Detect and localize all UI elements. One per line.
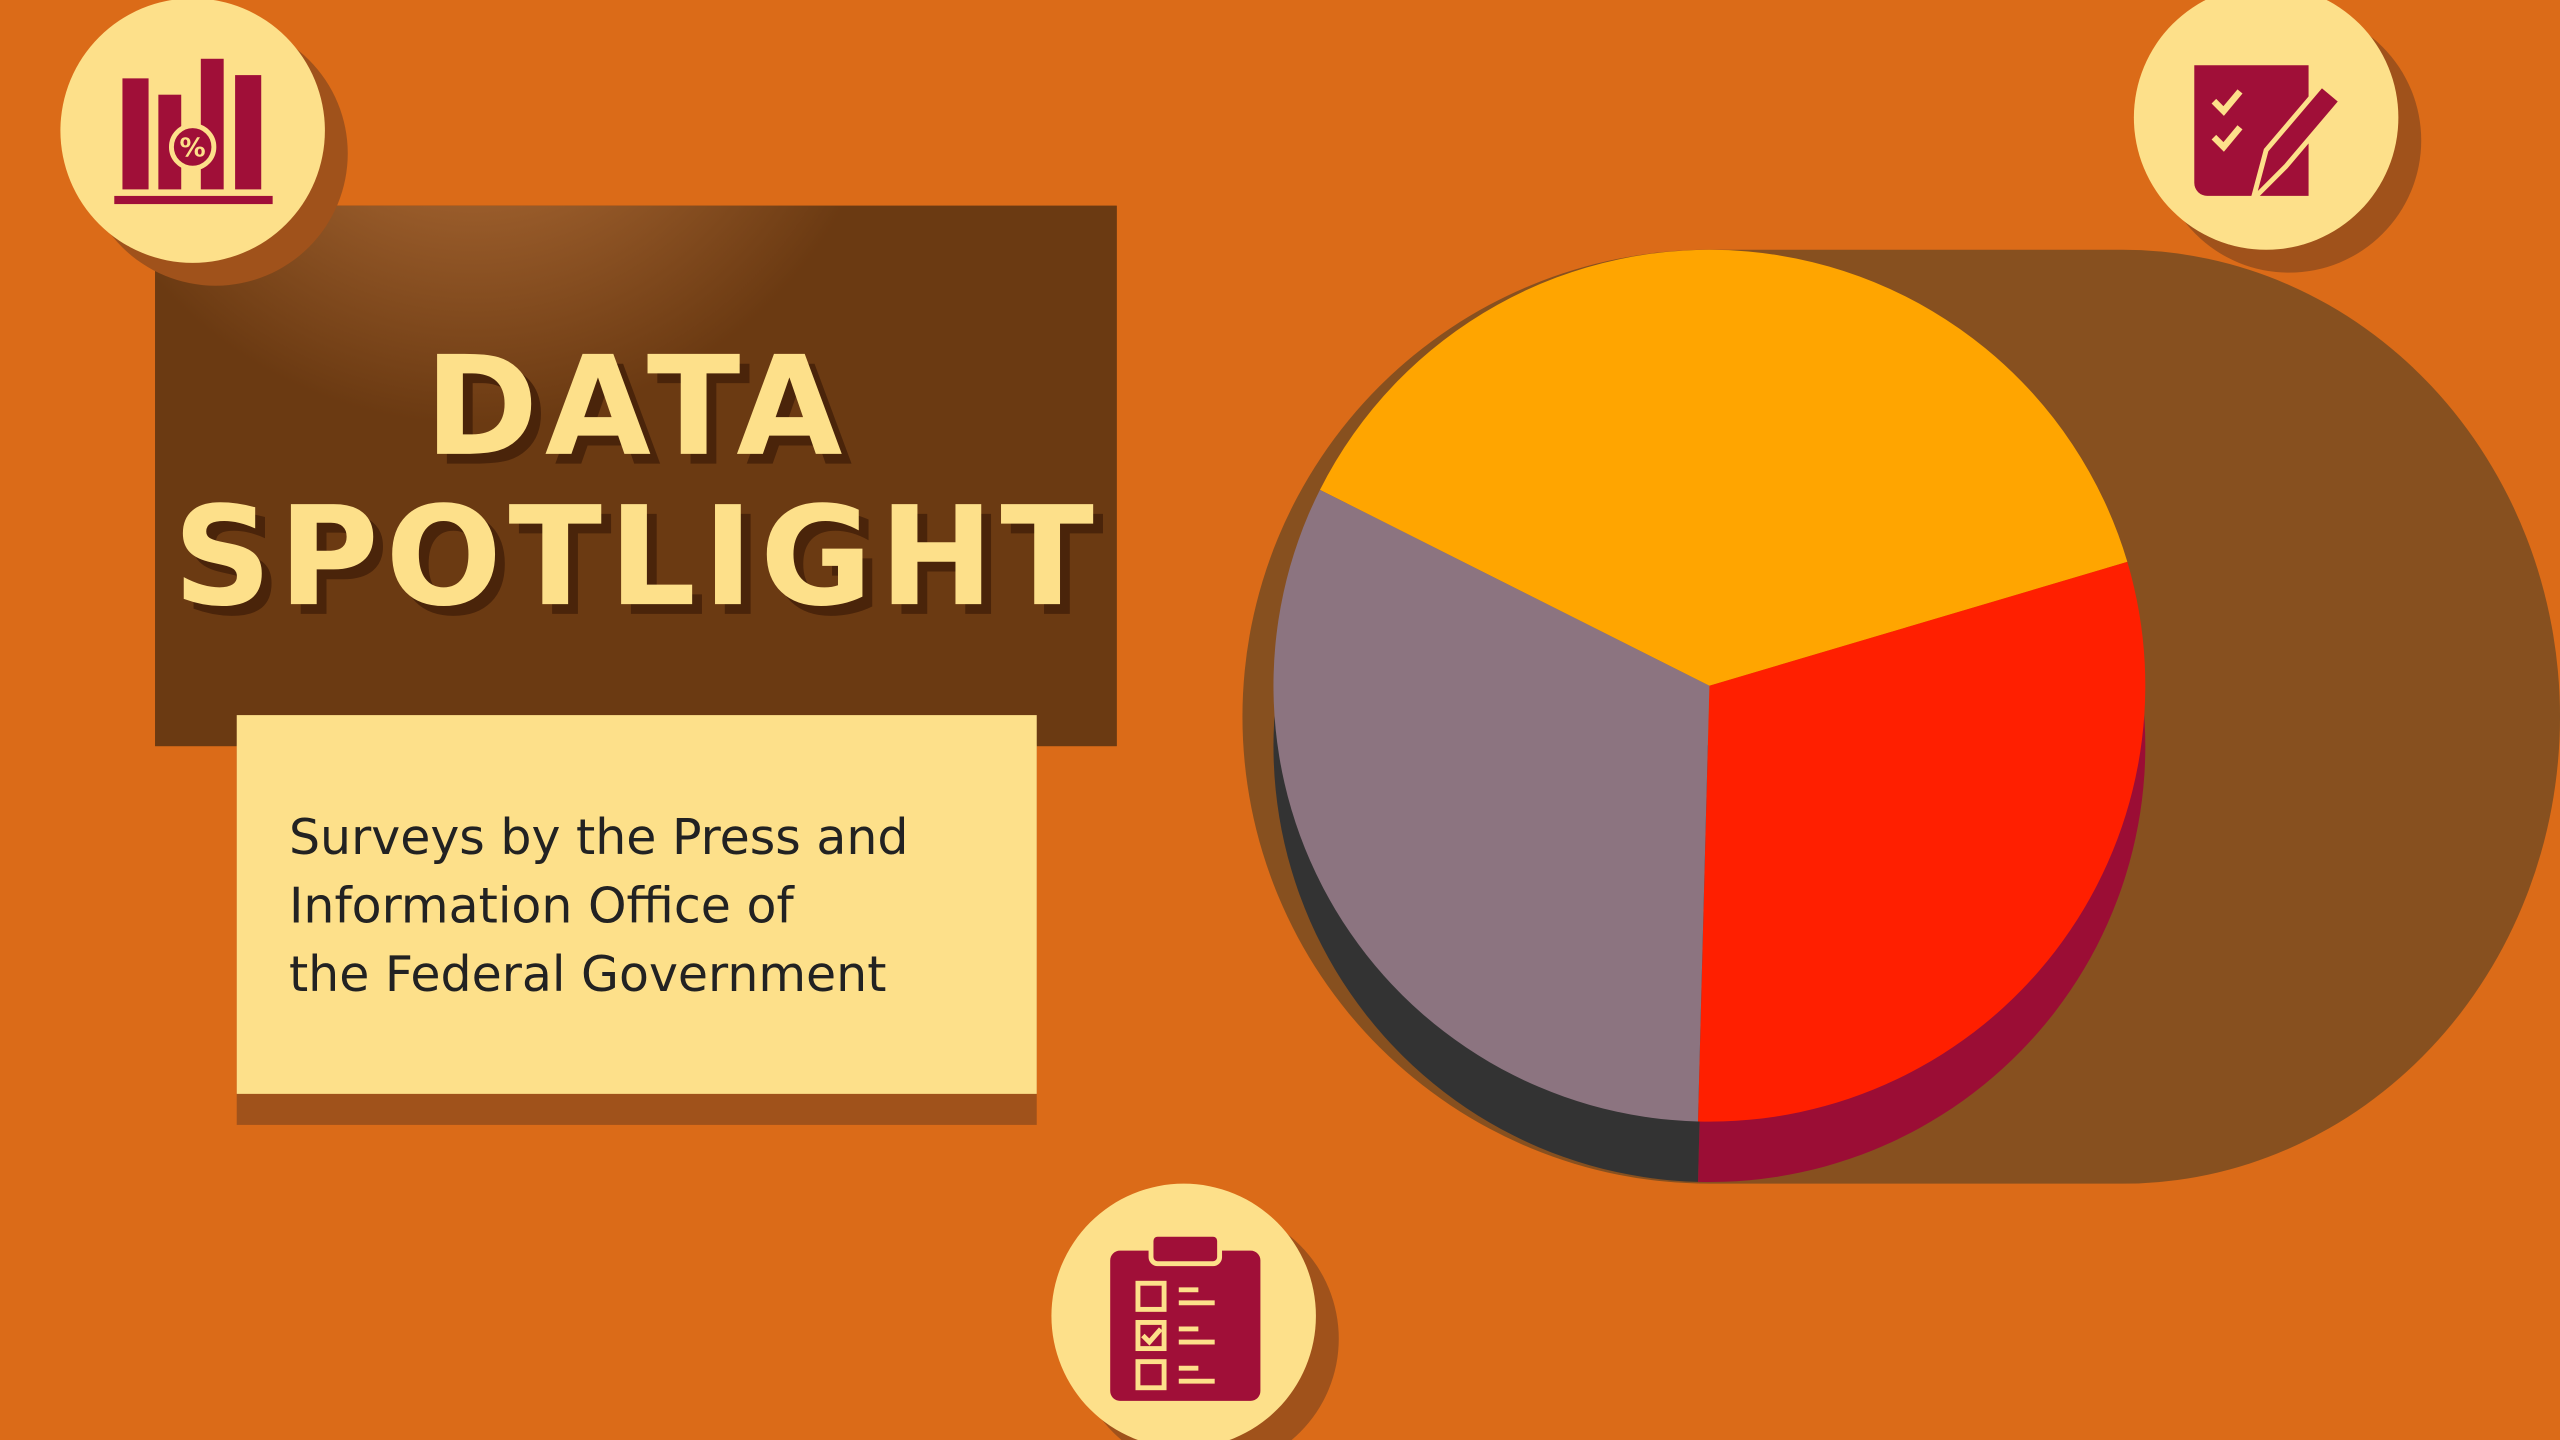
title-line: DATA bbox=[425, 328, 849, 487]
title-shadow: SPOTLIGHT bbox=[183, 488, 1110, 647]
title-shadow: DATA bbox=[434, 338, 858, 497]
title-line: SPOTLIGHT bbox=[173, 478, 1100, 637]
icon-clipboard bbox=[1051, 1183, 1339, 1440]
pie-slice bbox=[1319, 249, 2128, 686]
subtitle-card bbox=[236, 715, 1037, 1094]
pie-slice bbox=[1697, 561, 2146, 1122]
subtitle-line: Surveys by the Press and bbox=[289, 809, 909, 866]
icon-notes bbox=[2133, 0, 2422, 273]
svg-text:%: % bbox=[180, 134, 206, 164]
subtitle-line: the Federal Government bbox=[289, 946, 886, 1003]
pie-chart bbox=[1242, 249, 2560, 1184]
pie-slice bbox=[1273, 489, 1710, 1122]
icon-bar-chart: % bbox=[60, 0, 348, 286]
subtitle-line: Information Office of bbox=[289, 877, 795, 934]
title-glow bbox=[155, 205, 1117, 747]
